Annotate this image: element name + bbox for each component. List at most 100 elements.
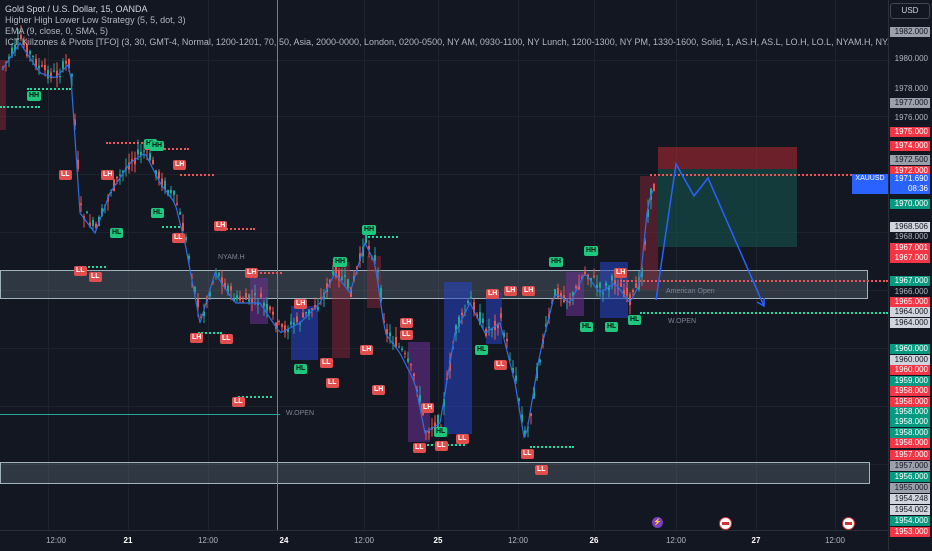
chart-canvas[interactable]: HHHLLLLHHHLHHLHLLLLHLHLLLLLHLHHLHHHHLHLL… [0, 0, 888, 530]
candle-body [143, 150, 145, 152]
candle-body [539, 359, 541, 363]
candle-body [284, 325, 286, 333]
candle-body [620, 282, 622, 287]
price-label: 1977.000 [890, 98, 930, 108]
candle-body [350, 287, 352, 297]
symbol-title[interactable]: Gold Spot / U.S. Dollar, 15, OANDA [5, 4, 148, 14]
candle-body [344, 275, 346, 277]
price-label: 1954.002 [890, 505, 930, 515]
candle-body [38, 65, 40, 69]
candle-body [554, 288, 556, 296]
grid-line [594, 0, 595, 530]
indicator-ict-killzones[interactable]: ICT Killzones & Pivots [TFO] (3, 30, GMT… [5, 37, 888, 47]
lightning-event-icon[interactable]: ⚡ [652, 517, 663, 528]
pivot-tag-lh: LH [214, 221, 228, 231]
time-label: 12:00 [824, 536, 846, 545]
candle-body [560, 292, 562, 297]
candle-body [332, 270, 334, 275]
grid-line [0, 232, 888, 233]
candle-body [614, 280, 616, 286]
pivot-tag-hh: HH [150, 141, 165, 151]
time-axis[interactable] [0, 530, 888, 551]
candle-body [512, 368, 514, 373]
indicator-legend[interactable]: Gold Spot / U.S. Dollar, 15, OANDA Highe… [5, 4, 888, 48]
price-label: 1960.000 [890, 365, 930, 375]
candle-body [395, 336, 397, 348]
price-label: 1978.000 [894, 84, 928, 93]
price-label: 1958.000 [890, 438, 930, 448]
price-label: 1960.000 [890, 355, 930, 365]
candle-body [197, 298, 199, 308]
candle-body [92, 219, 94, 226]
candle-body [302, 312, 304, 318]
candle-body [611, 275, 613, 281]
pivot-tag-lh: LH [504, 286, 518, 296]
pivot-tag-hh: HH [584, 246, 599, 256]
indicator-ema[interactable]: EMA (9, close, 0, SMA, 5) [5, 26, 109, 36]
price-label: 1974.000 [890, 141, 930, 151]
pivot-line [76, 266, 106, 268]
pivot-tag-ll: LL [435, 441, 448, 451]
pivot-line [0, 106, 40, 108]
week-open-label: W.OPEN [286, 410, 315, 417]
candle-body [263, 302, 265, 307]
us-flag-event-icon[interactable] [719, 517, 732, 530]
pivot-tag-lh: LH [173, 160, 187, 170]
candle-body [86, 211, 88, 214]
price-label: 1980.000 [894, 54, 928, 63]
candle-body [266, 304, 268, 311]
candle-body [494, 320, 496, 331]
candle-body [374, 255, 376, 261]
candle-body [629, 294, 631, 306]
projection-path [655, 161, 765, 307]
candle-body [176, 203, 178, 205]
candle-body [605, 282, 607, 287]
candle-body [137, 149, 139, 155]
session-box [640, 176, 658, 290]
pivot-tag-hh: HH [333, 257, 348, 267]
candle-body [635, 283, 637, 288]
time-label: 25 [433, 536, 443, 545]
candle-body [521, 414, 523, 422]
pivot-line [248, 272, 282, 274]
candle-body [569, 301, 571, 303]
pivot-tag-ll: LL [326, 378, 339, 388]
candle-body [53, 70, 55, 72]
candle-body [62, 61, 64, 69]
candle-body [251, 299, 253, 303]
pivot-tag-hh: HH [549, 257, 564, 267]
candle-body [503, 332, 505, 338]
price-label: 1959.000 [890, 376, 930, 386]
currency-button[interactable]: USD [890, 3, 930, 19]
indicator-hhll[interactable]: Higher High Lower Low Strategy (5, 5, do… [5, 15, 186, 25]
pivot-line [198, 332, 222, 334]
candle-body [590, 278, 592, 282]
demand-zone[interactable] [0, 462, 870, 484]
candle-body [227, 285, 229, 294]
pivot-tag-hh: HH [362, 225, 377, 235]
candle-body [233, 298, 235, 302]
candle-body [413, 373, 415, 377]
candle-body [188, 255, 190, 260]
candle-body [653, 183, 655, 192]
candle-body [401, 348, 403, 351]
pivot-tag-ll: LL [220, 334, 233, 344]
us-flag-event-icon[interactable] [842, 517, 855, 530]
candle-body [545, 323, 547, 327]
candle-body [269, 306, 271, 310]
stop-loss-box[interactable] [658, 147, 797, 169]
supply-zone[interactable] [0, 270, 868, 299]
price-label: 1968.000 [894, 232, 928, 241]
price-label: 1967.001 [890, 243, 930, 253]
candle-body [398, 346, 400, 348]
pivot-tag-ll: LL [413, 443, 426, 453]
candle-body [35, 58, 37, 68]
candle-body [2, 66, 4, 68]
grid-line [48, 0, 49, 530]
take-profit-box[interactable] [658, 169, 797, 247]
session-box [291, 306, 318, 360]
pivot-line [162, 226, 184, 228]
candle-body [365, 233, 367, 243]
candle-body [593, 275, 595, 278]
time-label: 12:00 [45, 536, 67, 545]
